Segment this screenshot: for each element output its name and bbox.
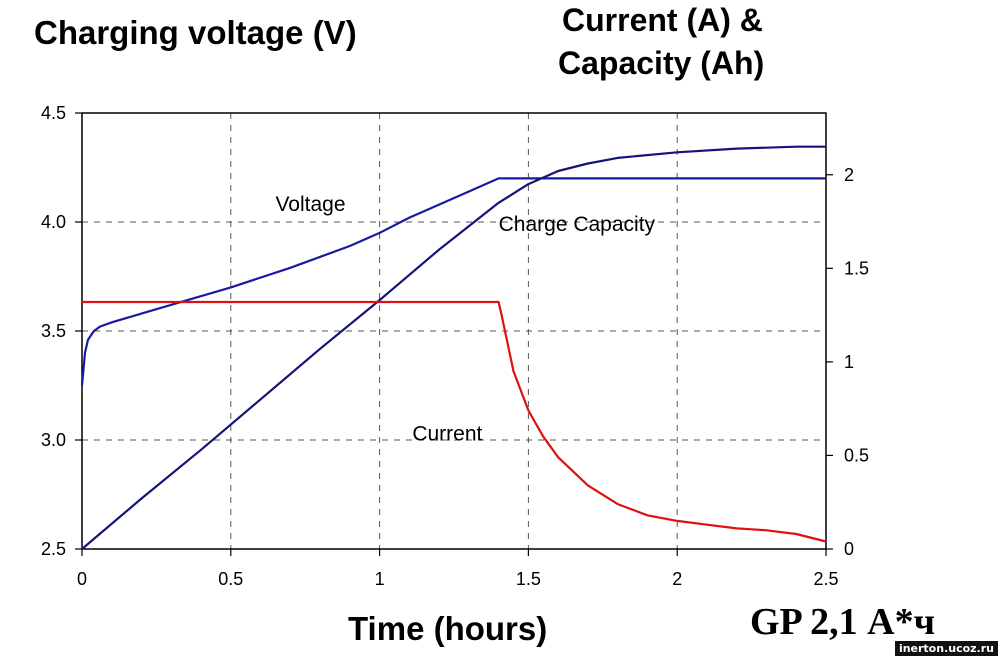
- y-left-tick-label-0: 2.5: [41, 539, 66, 559]
- x-tick-label-0: 0: [77, 569, 87, 589]
- y-right-tick-label-4: 2: [844, 165, 854, 185]
- series-lines: [80, 145, 827, 550]
- x-tick-label-1: 0.5: [218, 569, 243, 589]
- x-axis-title: Time (hours): [348, 610, 548, 647]
- y-right-tick-label-0: 0: [844, 539, 854, 559]
- charge-capacity-annotation: Charge Capacity: [499, 213, 656, 236]
- watermark: inerton.ucoz.ru: [894, 641, 998, 656]
- battery-model-label: GP 2,1 А*ч: [750, 601, 936, 643]
- x-tick-label-4: 2: [672, 569, 682, 589]
- y-right-tick-label-1: 0.5: [844, 445, 869, 465]
- axis-ticks: 0 0.5 1 1.5 2 2.5 2.5 3.0 3.5 4.0 4.5 0 0.5 1 1.5 2: [41, 103, 869, 589]
- charge-capacity-line: [81, 145, 826, 550]
- voltage-line: [80, 177, 826, 386]
- x-tick-label-3: 1.5: [516, 569, 541, 589]
- right-axis-title-line2: Capacity (Ah): [558, 45, 765, 81]
- grid-lines: [82, 113, 826, 549]
- current-annotation: Current: [412, 422, 482, 445]
- y-right-tick-label-3: 1.5: [844, 258, 869, 278]
- voltage-annotation: Voltage: [275, 193, 345, 216]
- right-axis-title-line1: Current (A) &: [562, 2, 763, 38]
- x-tick-label-5: 2.5: [813, 569, 838, 589]
- x-tick-label-2: 1: [375, 569, 385, 589]
- y-left-tick-label-2: 3.5: [41, 321, 66, 341]
- y-right-tick-label-2: 1: [844, 352, 854, 372]
- y-left-tick-label-1: 3.0: [41, 430, 66, 450]
- left-axis-title: Charging voltage (V): [34, 14, 357, 51]
- current-line: [82, 300, 827, 543]
- series-annotations: Voltage Charge Capacity Current: [275, 193, 655, 445]
- y-left-tick-label-3: 4.0: [41, 212, 66, 232]
- y-left-tick-label-4: 4.5: [41, 103, 66, 123]
